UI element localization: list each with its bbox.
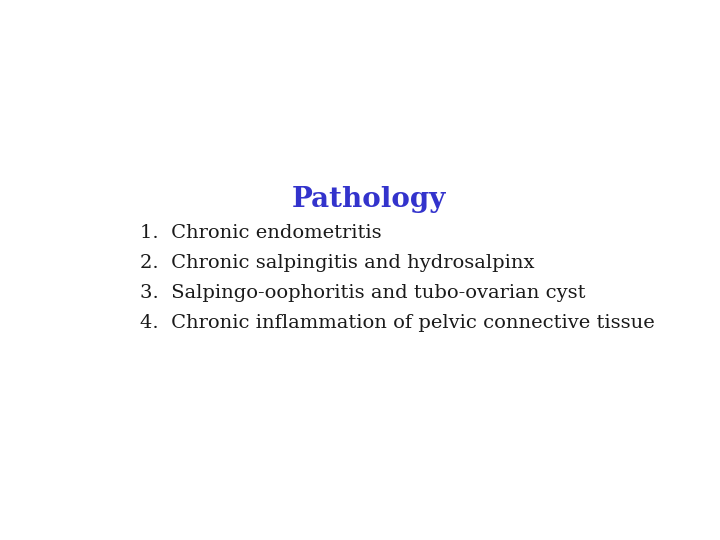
- Text: 3.  Salpingo-oophoritis and tubo-ovarian cyst: 3. Salpingo-oophoritis and tubo-ovarian …: [140, 284, 586, 302]
- Text: 2.  Chronic salpingitis and hydrosalpinx: 2. Chronic salpingitis and hydrosalpinx: [140, 254, 535, 272]
- Text: Pathology: Pathology: [292, 186, 446, 213]
- Text: 1.  Chronic endometritis: 1. Chronic endometritis: [140, 224, 382, 242]
- Text: 4.  Chronic inflammation of pelvic connective tissue: 4. Chronic inflammation of pelvic connec…: [140, 314, 655, 332]
